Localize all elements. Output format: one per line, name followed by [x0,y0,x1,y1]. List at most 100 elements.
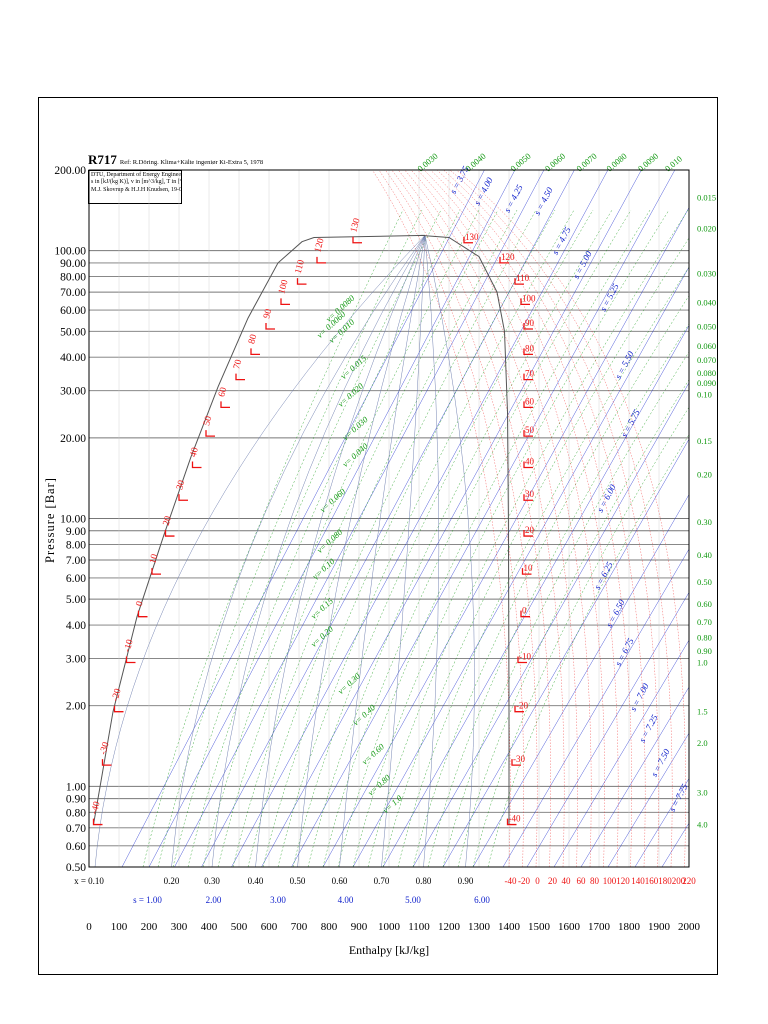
volume-label-right: 0.030 [697,269,716,279]
volume-label-right: 0.40 [697,550,712,560]
info-line: DTU, Department of Energy Engineering [91,172,182,178]
isotherm-marker [523,494,533,501]
volume-label-right: 0.060 [697,341,716,351]
plot-area [89,170,689,867]
volume-label-right: 2.0 [697,738,708,748]
isotherm-marker [296,278,307,285]
isotherm-label-vapor: 100 [522,293,536,303]
isotherm-label-vapor: 10 [524,563,534,573]
quality-line [94,235,426,867]
quality-line [381,235,426,867]
isotherm-marker [235,373,245,381]
y-tick-label: 80.00 [60,272,86,284]
isotherm-curve [397,170,565,867]
volume-line [427,323,689,867]
entropy-line [261,170,642,867]
entropy-label: s = 6.00 [595,482,618,513]
volume-label-right: 4.0 [697,820,708,830]
isotherm-label-liquid: 100 [277,279,290,296]
chart-title: R717 Ref: R.Döring. Klima+Kälte ingeniør … [88,152,263,168]
isotherm-marker [101,759,112,766]
y-tick-label: 30.00 [60,386,86,398]
x-tick-label: 2000 [678,921,701,933]
isotherm-label-vapor: 90 [525,318,535,328]
y-tick-label: 0.80 [66,807,86,819]
entropy-axis-label: s = 1.00 [133,895,162,905]
volume-label-top: 0.010 [663,154,684,174]
isotherm-label-vapor: 0 [522,606,527,616]
isotherm-marker [523,373,533,381]
isotherm-curve [436,170,646,867]
volume-label-right: 1.0 [697,658,708,668]
isotherm-label-liquid: 120 [313,237,326,254]
isotherm-label-vapor: 20 [525,525,535,535]
isotherm-marker [125,656,136,664]
isotherm-label-liquid: 20 [162,515,174,527]
volume-label-right: 0.090 [697,378,716,388]
plot-border [88,169,690,868]
isotherm-curve [404,170,578,867]
quality-axis-label: 0.20 [164,876,180,886]
entropy-line [442,438,689,867]
isotherm-label-vapor: 130 [465,232,479,242]
temperature-axis-label: 20 [548,876,558,886]
isotherm-marker [280,298,290,306]
volume-line [457,379,689,867]
entropy-line [502,548,689,867]
isotherm-label-liquid: 10 [148,553,160,565]
isotherm-marker [191,461,202,469]
info-line: s in [kJ/(kg K)], v in [m^3/kg], T in [º… [91,179,182,186]
isotherm-label-liquid: 30 [175,479,187,491]
y-tick-label: 0.70 [66,823,86,835]
x-tick-label: 600 [261,921,278,933]
isotherm-marker [514,705,524,713]
x-tick-label: 1700 [588,921,611,933]
isotherm-marker [220,401,230,408]
isotherm-curve [449,170,673,867]
volume-line [277,209,575,867]
volume-label-right: 0.020 [697,223,716,233]
isotherm-label-liquid: 60 [217,386,229,398]
entropy-label: s = 5.00 [571,249,594,280]
temperature-axis-label: -20 [518,876,530,886]
x-tick-label: 1000 [378,921,401,933]
entropy-line [148,170,516,867]
entropy-axis-label: 5.00 [405,895,421,905]
volume-label-right: 0.080 [697,368,716,378]
x-tick-label: 400 [201,921,218,933]
entropy-label: s = 7.25 [637,713,660,744]
x-tick-label: 1400 [498,921,521,933]
isotherm-marker [265,322,275,330]
isotherm-marker [523,322,533,330]
quality-axis-label: 0.80 [416,876,432,886]
quality-axis-label: x = 0.10 [74,876,104,886]
entropy-label: s = 6.50 [604,598,627,629]
volume-line [352,209,670,867]
quality-line [211,235,426,867]
isotherm-label-vapor: -40 [509,814,521,824]
temperature-axis-label: -40 [505,876,517,886]
isotherm-label-liquid: 110 [294,259,307,275]
isotherm-curve [423,170,619,867]
entropy-axis-label: 3.00 [270,895,286,905]
isotherm-curve [430,170,632,867]
y-tick-label: 50.00 [60,326,86,338]
entropy-line [526,591,689,867]
entropy-line [322,207,689,867]
y-tick-label: 0.50 [66,862,86,874]
entropy-axis-label: 4.00 [338,895,354,905]
isotherm-curve [442,170,659,867]
quality-axis-label: 0.90 [458,876,474,886]
quality-axis-label: 0.70 [374,876,390,886]
entropy-label: s = 5.50 [613,349,636,380]
isotherm-marker [499,256,509,264]
x-tick-label: 700 [291,921,308,933]
volume-line [172,209,442,867]
isotherm-marker [520,610,530,618]
temperature-axis-label: 220 [682,876,696,886]
volume-line [217,209,499,867]
isotherm-label-liquid: -40 [90,800,103,815]
x-tick-label: 1100 [408,921,430,933]
isotherm-label-vapor: 40 [525,457,535,467]
